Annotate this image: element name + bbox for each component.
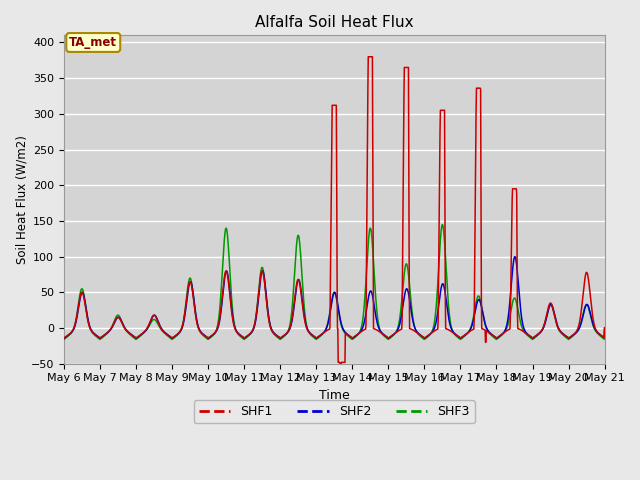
SHF2 [180,317,188,323]
SHF2 [241,335,248,341]
SHF3 [180,314,188,320]
SHF2 [537,329,545,335]
SHF3 [438,222,446,228]
Title: Alfalfa Soil Heat Flux: Alfalfa Soil Heat Flux [255,15,413,30]
Line: SHF1: SHF1 [64,57,605,364]
Y-axis label: Soil Heat Flux (W/m2): Soil Heat Flux (W/m2) [15,135,28,264]
SHF2 [418,333,426,339]
Line: SHF2: SHF2 [64,257,605,338]
SHF1 [180,315,188,321]
SHF1 [167,335,175,340]
X-axis label: Time: Time [319,389,349,402]
SHF2 [601,325,609,331]
Legend: SHF1, SHF2, SHF3: SHF1, SHF2, SHF3 [194,400,475,423]
SHF3 [537,329,545,335]
SHF2 [489,332,497,338]
SHF2 [60,336,68,341]
SHF2 [511,254,518,260]
SHF1 [241,335,248,341]
SHF3 [167,336,175,342]
SHF1 [60,335,68,341]
SHF3 [418,335,426,340]
Line: SHF3: SHF3 [64,225,605,339]
SHF1 [537,328,545,334]
SHF1 [490,333,497,339]
SHF3 [241,336,248,342]
SHF3 [60,336,68,342]
SHF3 [601,325,609,331]
SHF3 [489,334,497,339]
SHF1 [364,54,372,60]
Text: TA_met: TA_met [69,36,117,49]
SHF1 [336,361,344,367]
SHF1 [601,325,609,331]
SHF2 [167,334,175,340]
SHF1 [419,334,427,340]
